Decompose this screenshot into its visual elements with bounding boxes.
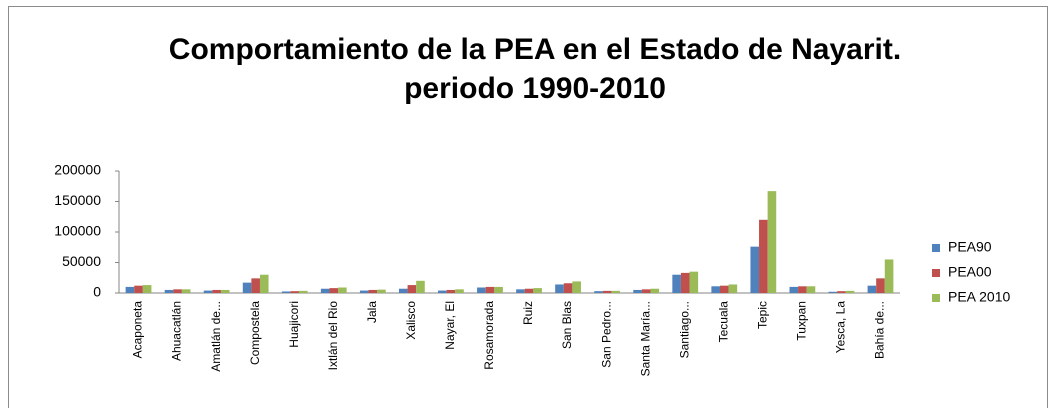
bar: [789, 286, 799, 293]
legend-swatch: [932, 294, 940, 302]
bar: [477, 287, 486, 293]
chart-frame: [8, 6, 1048, 408]
x-tick-label: Ruiz: [521, 301, 535, 325]
bar: [220, 289, 230, 293]
bar: [672, 274, 681, 293]
x-tick-label: Rosamorada: [482, 301, 496, 370]
bar: [203, 290, 213, 293]
bar: [650, 288, 660, 293]
x-tick-label: San Pedro...: [599, 301, 613, 368]
x-tick-label: Compostela: [248, 301, 262, 365]
bar: [711, 286, 720, 293]
bar: [299, 290, 308, 293]
x-tick-label: Huajicori: [287, 301, 301, 348]
bar: [728, 284, 738, 293]
bar: [845, 290, 855, 293]
bar: [416, 280, 425, 293]
bar: [281, 291, 291, 293]
bar: [572, 281, 581, 293]
bar: [798, 286, 807, 293]
legend-label: PEA90: [948, 239, 992, 255]
bar: [828, 291, 838, 293]
bar: [633, 289, 642, 293]
bar: [680, 272, 690, 293]
bar: [446, 289, 456, 293]
x-tick-label: Santa María...: [638, 301, 652, 376]
x-tick-label: Tuxpan: [795, 301, 809, 341]
x-tick-label: San Blas: [560, 301, 574, 349]
bar: [884, 259, 894, 293]
bar: [290, 291, 300, 293]
bar: [494, 286, 503, 293]
legend-swatch: [932, 244, 940, 252]
x-tick-label: Bahía de...: [873, 301, 887, 359]
x-tick-label: Tecuala: [716, 301, 730, 343]
x-tick-label: Ixtlán del Rio: [326, 301, 340, 371]
bar: [602, 290, 612, 293]
bar: [837, 291, 846, 293]
x-tick-label: Yesca, La: [834, 301, 848, 354]
bar: [338, 287, 347, 293]
bar: [173, 289, 182, 293]
bar: [398, 288, 408, 293]
bar: [438, 290, 447, 293]
bar: [767, 191, 777, 293]
bar: [407, 285, 417, 293]
bar: [242, 282, 252, 293]
x-tick-label: Jala: [365, 301, 379, 323]
x-tick-label: Santiago...: [677, 301, 691, 358]
bar: [329, 288, 339, 293]
bar: [164, 289, 174, 293]
x-tick-label: Amatlán de...: [209, 301, 223, 372]
bar: [212, 289, 221, 293]
bar: [125, 286, 135, 293]
y-tick-label: 50000: [62, 253, 101, 269]
bar: [455, 289, 464, 293]
chart-subtitle: periodo 1990-2010: [404, 72, 666, 105]
bar: [251, 278, 260, 293]
title-block: Comportamiento de la PEA en el Estado de…: [135, 30, 935, 108]
x-tick-label: Tepic: [755, 301, 769, 329]
bar: [134, 285, 143, 293]
bar: [320, 288, 330, 293]
bar: [368, 289, 378, 293]
x-tick-label: Ahuacatlán: [170, 301, 184, 361]
legend-swatch: [932, 269, 940, 277]
bar: [485, 286, 495, 293]
bar: [759, 219, 768, 293]
bar: [641, 289, 651, 293]
bar: [359, 290, 369, 293]
y-tick-label: 200000: [54, 162, 101, 178]
bar: [524, 288, 534, 293]
y-tick-label: 100000: [54, 223, 101, 239]
y-tick-label: 0: [93, 284, 101, 300]
x-tick-label: Nayar, El: [443, 301, 457, 350]
x-tick-label: Xalisco: [404, 301, 418, 340]
bar: [555, 284, 564, 293]
bar: [533, 288, 542, 293]
x-tick-label: Acaponeta: [131, 301, 145, 359]
chart-title: Comportamiento de la PEA en el Estado de…: [168, 33, 902, 66]
bar: [594, 291, 603, 293]
y-tick-label: 150000: [54, 192, 101, 208]
bar: [750, 246, 760, 293]
bar: [259, 274, 269, 293]
bar: [719, 285, 729, 293]
bar: [806, 286, 816, 293]
bar: [563, 283, 573, 293]
bar: [142, 285, 152, 293]
bar: [689, 271, 699, 293]
bar: [377, 289, 386, 293]
legend-label: PEA 2010: [948, 289, 1010, 305]
bar: [611, 290, 621, 293]
bar: [516, 289, 525, 293]
legend-label: PEA00: [948, 264, 992, 280]
bar: [181, 289, 191, 293]
bar: [876, 278, 885, 293]
bar: [867, 285, 877, 293]
